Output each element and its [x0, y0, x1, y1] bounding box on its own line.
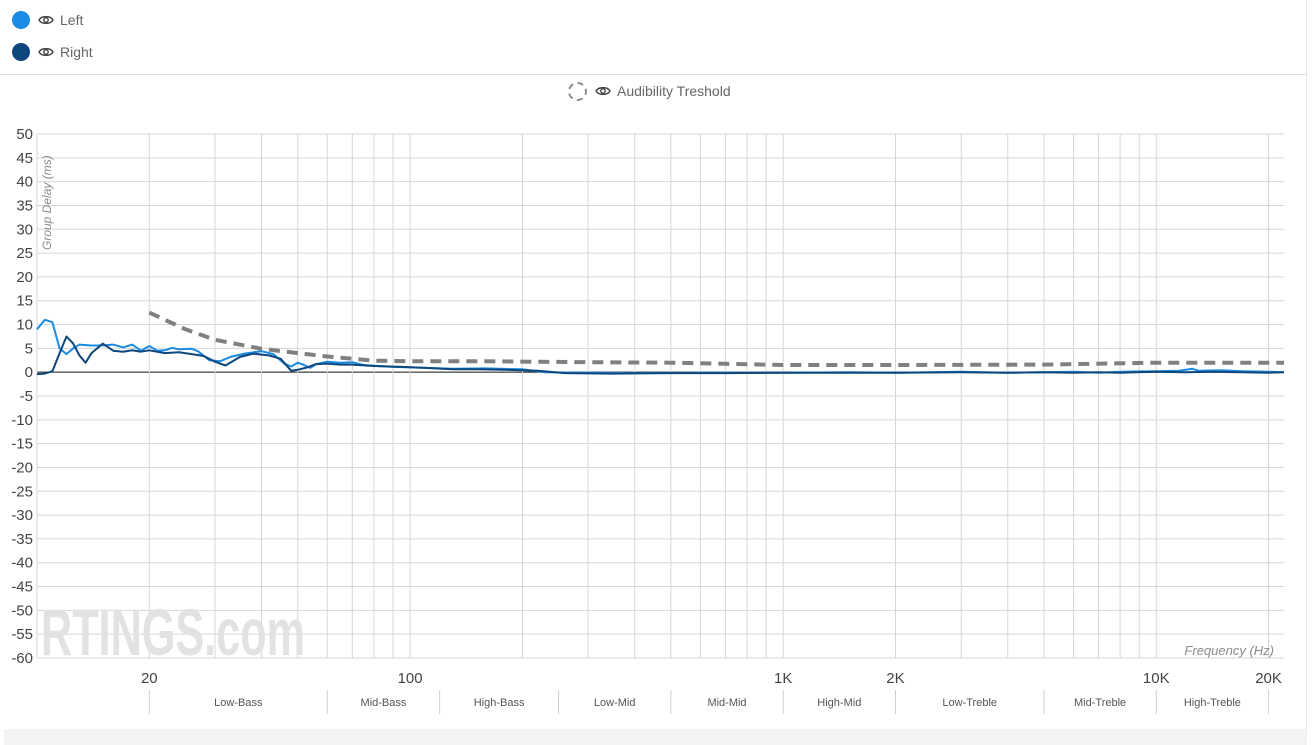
y-axis-label: Group Delay (ms) — [40, 155, 54, 250]
y-tick-label: 0 — [25, 364, 33, 381]
band-label: High-Mid — [817, 697, 861, 709]
y-tick-label: 45 — [16, 150, 33, 167]
band-label: Mid-Bass — [361, 697, 407, 709]
legend-item-right[interactable]: Right — [12, 41, 93, 63]
y-tick-label: -40 — [11, 555, 33, 572]
watermark-logo: RTINGS.com — [41, 595, 305, 669]
y-tick-label: -5 — [20, 388, 33, 405]
y-tick-label: -50 — [11, 602, 33, 619]
y-tick-label: -25 — [11, 483, 33, 500]
legend-label-right: Right — [60, 44, 93, 60]
x-tick-label: 100 — [398, 670, 423, 687]
y-tick-label: 25 — [16, 245, 33, 262]
panel-right-border — [1306, 0, 1307, 729]
eye-icon[interactable] — [595, 83, 611, 99]
band-label: High-Bass — [474, 697, 525, 709]
right-series-color-swatch — [12, 43, 30, 61]
x-tick-label: 20K — [1255, 670, 1282, 687]
legend-divider — [0, 74, 1307, 75]
legend-label-left: Left — [60, 12, 84, 28]
x-tick-label: 10K — [1143, 670, 1170, 687]
left-series-color-swatch — [12, 11, 30, 29]
y-tick-label: -20 — [11, 459, 33, 476]
y-tick-label: -55 — [11, 626, 33, 643]
legend-item-left[interactable]: Left — [12, 9, 83, 31]
y-tick-label: 5 — [25, 340, 33, 357]
band-label: Low-Mid — [594, 697, 636, 709]
y-tick-label: 30 — [16, 221, 33, 238]
y-tick-label: 35 — [16, 197, 33, 214]
y-tick-label: -35 — [11, 531, 33, 548]
x-axis-label: Frequency (Hz) — [1184, 643, 1274, 658]
right-series-line — [36, 335, 1285, 376]
x-tick-label: 2K — [886, 670, 904, 687]
legend-item-threshold[interactable]: Audibility Treshold — [568, 81, 731, 101]
y-tick-label: -15 — [11, 436, 33, 453]
y-tick-label: 15 — [16, 293, 33, 310]
y-tick-label: -45 — [11, 579, 33, 596]
y-tick-label: -60 — [11, 650, 33, 667]
band-label: Low-Treble — [942, 697, 997, 709]
eye-icon[interactable] — [38, 12, 54, 28]
threshold-series-line — [148, 310, 1284, 367]
band-label: Low-Bass — [214, 697, 263, 709]
y-tick-label: 20 — [16, 269, 33, 286]
y-tick-label: 50 — [16, 126, 33, 143]
y-tick-label: 10 — [16, 317, 33, 334]
eye-icon[interactable] — [38, 44, 54, 60]
y-tick-label: -30 — [11, 507, 33, 524]
threshold-series-swatch — [568, 81, 587, 101]
legend-label-threshold: Audibility Treshold — [617, 83, 731, 99]
footer-bar — [4, 729, 1307, 745]
x-tick-label: 20 — [141, 670, 158, 687]
y-tick-label: -10 — [11, 412, 33, 429]
x-tick-label: 1K — [774, 670, 792, 687]
y-tick-label: 40 — [16, 174, 33, 191]
band-label: Mid-Mid — [707, 697, 746, 709]
band-label: High-Treble — [1184, 697, 1241, 709]
band-label: Mid-Treble — [1074, 697, 1126, 709]
